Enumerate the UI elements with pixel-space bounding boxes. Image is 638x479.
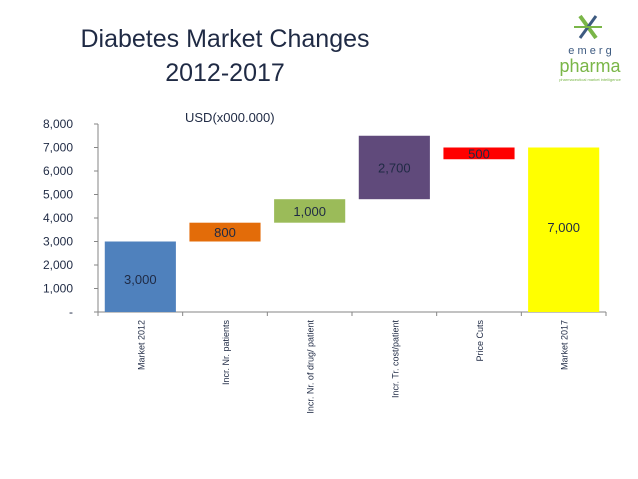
bar-3 bbox=[274, 199, 346, 223]
y-tick-label: 3,000 bbox=[43, 235, 73, 249]
data-label-1: 3,000 bbox=[124, 272, 157, 287]
category-label-6: Market 2017 bbox=[560, 320, 570, 370]
logo-tagline: pharmaceutical market intelligence bbox=[559, 77, 621, 82]
title-line-2: 2012-2017 bbox=[165, 59, 285, 87]
y-tick-label: 1,000 bbox=[43, 282, 73, 296]
data-label-4: 2,700 bbox=[378, 160, 411, 175]
y-tick-label: 5,000 bbox=[43, 188, 73, 202]
chart-title: Diabetes Market Changes 2012-2017 bbox=[60, 22, 390, 90]
emerg-pharma-logo: e m e r g pharma pharmaceutical market i… bbox=[559, 14, 622, 82]
y-tick-label: 4,000 bbox=[43, 211, 73, 225]
bar-2 bbox=[189, 222, 261, 242]
bar-5 bbox=[443, 147, 515, 160]
data-label-6: 7,000 bbox=[547, 220, 580, 235]
category-label-4: Incr. Tr. cost/patient bbox=[390, 320, 400, 399]
y-tick-label: 8,000 bbox=[43, 117, 73, 131]
logo-text-emerg: e m e r g bbox=[568, 45, 611, 57]
bar-6 bbox=[528, 147, 600, 312]
unit-label: USD(x000.000) bbox=[185, 110, 275, 125]
title-line-1: Diabetes Market Changes bbox=[80, 25, 370, 53]
category-label-2: Incr. Nr. patients bbox=[221, 320, 231, 386]
category-label-1: Market 2012 bbox=[136, 320, 146, 370]
y-tick-label: 7,000 bbox=[43, 141, 73, 155]
bar-4 bbox=[358, 135, 430, 200]
data-label-5: 500 bbox=[468, 146, 490, 161]
logo-cross-icon bbox=[574, 14, 602, 40]
category-label-5: Price Cuts bbox=[475, 320, 485, 362]
y-tick-label: 6,000 bbox=[43, 164, 73, 178]
logo-text-pharma: pharma bbox=[559, 56, 621, 76]
data-label-2: 800 bbox=[214, 225, 236, 240]
data-label-3: 1,000 bbox=[293, 204, 326, 219]
y-tick-label: 2,000 bbox=[43, 258, 73, 272]
y-tick-label: - bbox=[69, 305, 73, 319]
category-label-3: Incr. Nr. of drug/ patient bbox=[306, 320, 316, 414]
bar-1 bbox=[104, 241, 176, 312]
